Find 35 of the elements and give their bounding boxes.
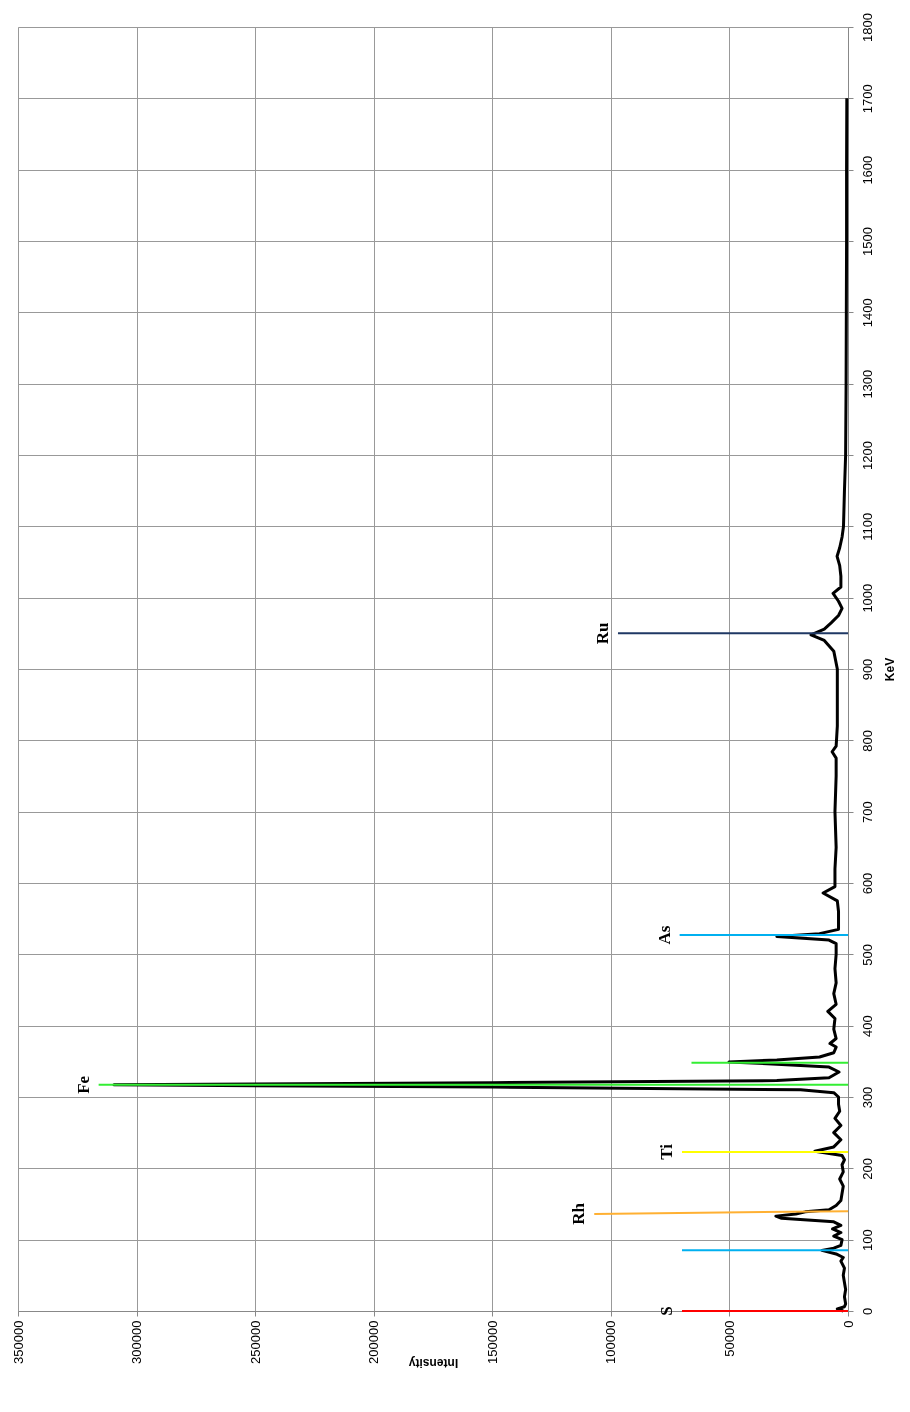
x-tick-label: 150000 — [484, 1320, 500, 1364]
text: Ti — [657, 1143, 676, 1160]
x-tick-label: 100000 — [603, 1320, 619, 1364]
x-tick-label: 350000 — [10, 1320, 26, 1364]
x-tick-label: 0 — [840, 1320, 856, 1328]
y-tick-label: 1100 — [859, 512, 875, 541]
y-tick-label: 400 — [859, 1015, 875, 1038]
x-axis-title: Intensity — [408, 1355, 459, 1370]
y-tick-label: 300 — [859, 1086, 875, 1109]
y-tick-label: 500 — [859, 943, 875, 966]
y-tick-label: 1600 — [859, 155, 875, 185]
y-tick-label: 1500 — [859, 227, 875, 256]
y-tick-label: 600 — [859, 872, 875, 895]
y-tick-label: 1300 — [859, 369, 875, 399]
y-tick-label: 1800 — [859, 13, 875, 42]
x-tick-label: 300000 — [129, 1320, 145, 1364]
y-tick-label: 0 — [859, 1307, 875, 1316]
x-tick-label: 250000 — [247, 1320, 263, 1364]
y-tick-label: 900 — [859, 658, 875, 681]
y-tick-label: 100 — [859, 1229, 875, 1252]
y-axis-title: KeV — [882, 657, 897, 682]
y-tick-label: 1000 — [859, 583, 875, 613]
y-tick-label: 1700 — [859, 84, 875, 114]
y-tick-label: 700 — [859, 801, 875, 824]
x-tick-label: 200000 — [366, 1320, 382, 1364]
y-tick-label: 800 — [859, 729, 875, 752]
text: Ru — [592, 622, 612, 645]
y-tick-label: 200 — [859, 1157, 875, 1180]
y-tick-label: 1200 — [859, 441, 875, 470]
text: As — [654, 925, 674, 945]
text: Rh — [569, 1202, 589, 1225]
x-tick-label: 50000 — [721, 1320, 737, 1357]
text: Fe — [73, 1075, 93, 1094]
y-tick-label: 1400 — [859, 298, 875, 328]
text: S — [657, 1306, 676, 1316]
